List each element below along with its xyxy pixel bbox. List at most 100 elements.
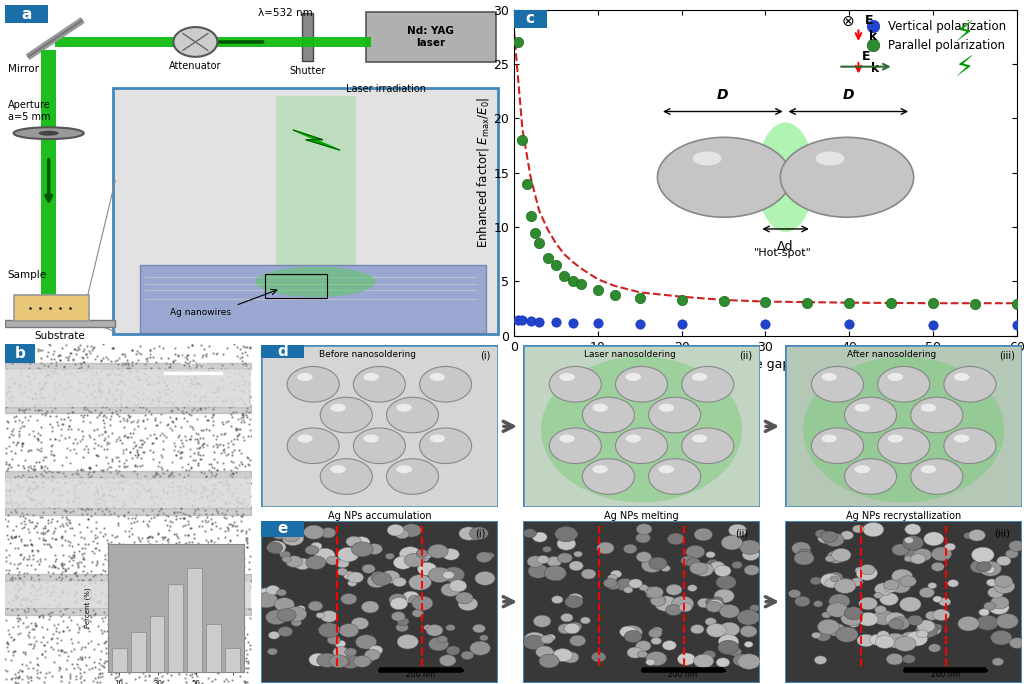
- Circle shape: [718, 640, 738, 655]
- Circle shape: [737, 609, 760, 625]
- Circle shape: [828, 594, 850, 609]
- Circle shape: [990, 631, 1012, 645]
- Circle shape: [788, 590, 801, 598]
- Point: [548, 316, 564, 327]
- Point: [564, 276, 581, 287]
- Circle shape: [945, 543, 955, 551]
- Circle shape: [583, 459, 635, 495]
- Circle shape: [813, 601, 823, 607]
- Circle shape: [615, 367, 668, 402]
- Circle shape: [695, 566, 710, 575]
- Circle shape: [591, 652, 606, 662]
- Circle shape: [348, 580, 356, 586]
- Circle shape: [895, 637, 916, 651]
- Circle shape: [889, 619, 903, 629]
- Circle shape: [902, 536, 924, 550]
- Circle shape: [714, 589, 734, 603]
- Circle shape: [716, 658, 730, 667]
- Circle shape: [910, 397, 963, 433]
- Text: a: a: [20, 7, 32, 22]
- Circle shape: [276, 589, 287, 596]
- Circle shape: [682, 367, 734, 402]
- Point: [510, 37, 526, 48]
- Circle shape: [173, 27, 217, 57]
- Ellipse shape: [396, 404, 412, 412]
- Circle shape: [401, 524, 421, 537]
- Circle shape: [310, 542, 322, 550]
- Circle shape: [887, 653, 903, 665]
- Text: Nd: YAG
laser: Nd: YAG laser: [408, 26, 455, 48]
- Circle shape: [904, 556, 912, 562]
- Circle shape: [722, 637, 739, 648]
- Ellipse shape: [821, 434, 837, 443]
- Point: [967, 299, 983, 310]
- Circle shape: [397, 635, 419, 649]
- Ellipse shape: [364, 373, 379, 381]
- Circle shape: [597, 542, 614, 554]
- Circle shape: [341, 594, 357, 605]
- Circle shape: [345, 648, 356, 656]
- Circle shape: [562, 652, 579, 663]
- Circle shape: [389, 594, 407, 606]
- Text: d: d: [278, 345, 288, 359]
- Circle shape: [344, 551, 353, 557]
- Circle shape: [458, 597, 478, 611]
- Circle shape: [442, 567, 465, 582]
- Circle shape: [744, 565, 759, 575]
- Polygon shape: [275, 96, 355, 265]
- Circle shape: [947, 579, 958, 587]
- Circle shape: [523, 529, 537, 538]
- Point: [590, 285, 606, 295]
- Circle shape: [321, 527, 336, 538]
- Circle shape: [561, 614, 573, 622]
- Circle shape: [409, 575, 431, 590]
- Text: ⊗: ⊗: [842, 14, 855, 29]
- Circle shape: [424, 624, 432, 631]
- Circle shape: [798, 549, 812, 559]
- Text: Ag nanowires: Ag nanowires: [170, 308, 230, 317]
- Circle shape: [1009, 540, 1024, 551]
- Text: λ=532 nm: λ=532 nm: [258, 8, 313, 18]
- Point: [522, 315, 539, 326]
- Circle shape: [678, 653, 695, 666]
- Circle shape: [827, 551, 846, 564]
- Circle shape: [920, 588, 934, 598]
- Circle shape: [915, 622, 938, 638]
- Circle shape: [740, 626, 757, 637]
- Circle shape: [439, 655, 456, 666]
- Circle shape: [697, 598, 712, 608]
- Polygon shape: [140, 265, 485, 332]
- Circle shape: [371, 571, 387, 582]
- Circle shape: [739, 540, 761, 555]
- Circle shape: [351, 542, 373, 557]
- FancyBboxPatch shape: [5, 344, 35, 363]
- Circle shape: [979, 609, 989, 616]
- Circle shape: [485, 553, 495, 559]
- Circle shape: [693, 654, 714, 668]
- Circle shape: [306, 556, 326, 569]
- Circle shape: [636, 552, 651, 562]
- Circle shape: [646, 592, 655, 598]
- Circle shape: [353, 428, 406, 464]
- Circle shape: [638, 651, 647, 658]
- Circle shape: [271, 528, 288, 539]
- Circle shape: [827, 572, 843, 583]
- Circle shape: [933, 609, 950, 620]
- Point: [572, 278, 589, 289]
- Circle shape: [309, 653, 328, 666]
- Point: [526, 227, 543, 238]
- Circle shape: [274, 598, 295, 611]
- Circle shape: [694, 563, 714, 577]
- Circle shape: [858, 612, 878, 626]
- Circle shape: [849, 620, 859, 627]
- Circle shape: [287, 367, 339, 402]
- Circle shape: [636, 533, 650, 543]
- Point: [590, 317, 606, 328]
- Circle shape: [977, 615, 998, 630]
- Circle shape: [381, 570, 400, 583]
- Circle shape: [841, 531, 853, 540]
- Circle shape: [318, 622, 340, 637]
- Circle shape: [646, 587, 664, 598]
- Circle shape: [979, 561, 1001, 576]
- Circle shape: [557, 553, 572, 563]
